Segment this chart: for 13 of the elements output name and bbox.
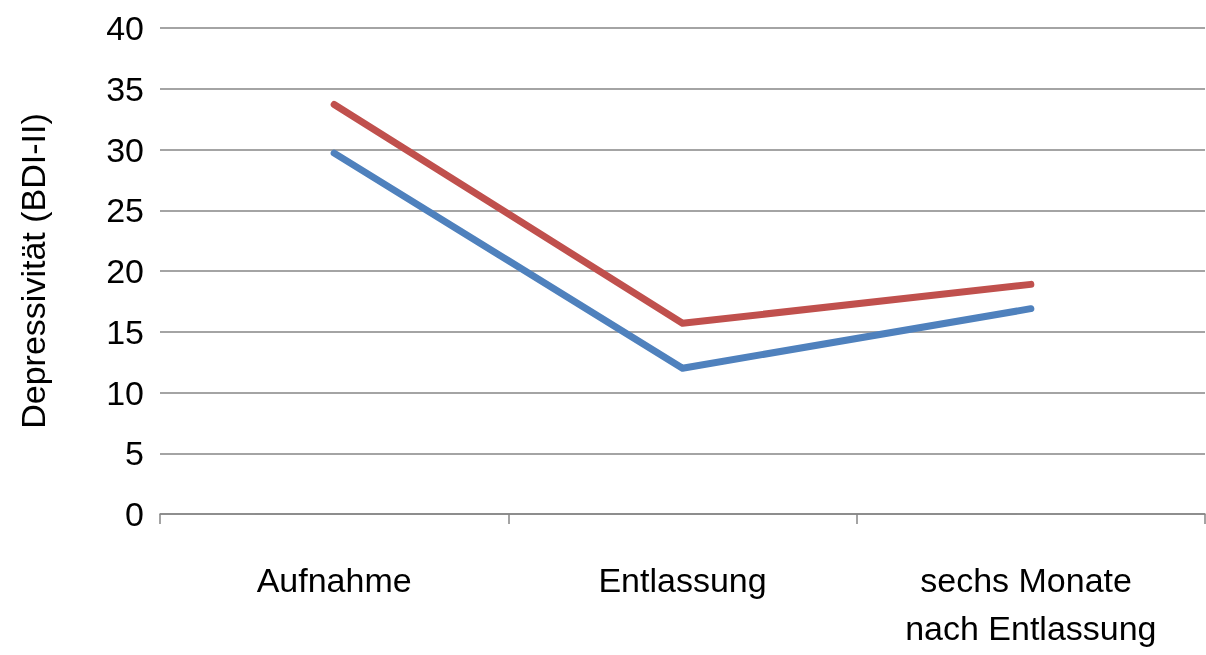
x-tick-label: Aufnahme: [256, 561, 412, 599]
y-tick-label: 35: [106, 69, 144, 108]
y-tick-label: 15: [106, 312, 144, 351]
y-tick-label: 20: [106, 252, 144, 290]
y-tick-label: 10: [106, 373, 144, 412]
y-tick-label: 25: [106, 191, 144, 230]
y-tick-label: 40: [106, 9, 144, 47]
y-tick-label: 0: [125, 495, 144, 533]
x-tick-label: Entlassung: [598, 561, 767, 599]
x-tick-label: sechs Monate nach Entlassung: [905, 561, 1157, 647]
y-tick-label: 5: [125, 434, 144, 473]
y-axis-title: Depressivität (BDI-II): [14, 113, 52, 429]
y-tick-label: 30: [106, 130, 144, 169]
